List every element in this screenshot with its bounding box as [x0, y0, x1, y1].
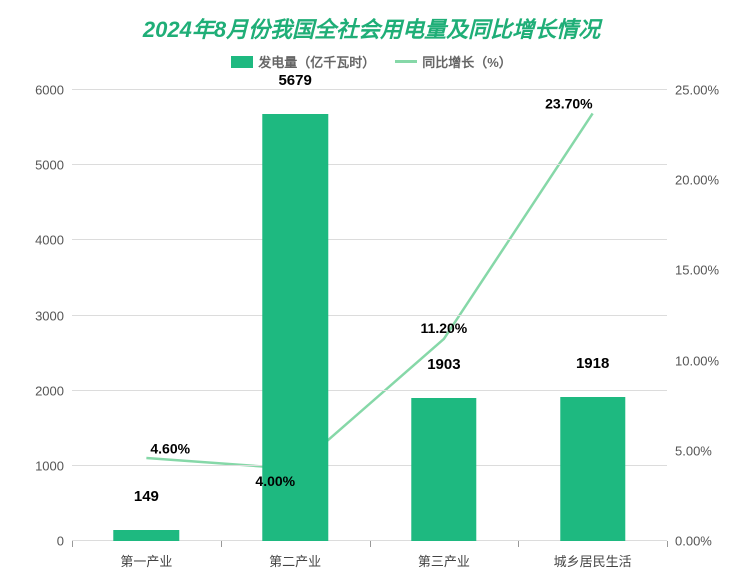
legend-item-line: 同比增长（%）: [395, 52, 512, 71]
gridline: [72, 164, 667, 165]
bar: [560, 397, 625, 541]
y-right-tick-label: 20.00%: [667, 173, 719, 188]
legend-item-bar: 发电量（亿千瓦时）: [231, 52, 375, 71]
gridline: [72, 390, 667, 391]
y-left-tick-label: 5000: [35, 158, 72, 173]
y-left-tick-label: 2000: [35, 383, 72, 398]
bar-value-label: 1918: [576, 355, 609, 376]
y-right-tick-label: 10.00%: [667, 353, 719, 368]
y-right-tick-label: 25.00%: [667, 83, 719, 98]
y-right-tick-label: 5.00%: [667, 443, 712, 458]
chart-title: 2024年8月份我国全社会用电量及同比增长情况: [0, 0, 743, 44]
y-left-tick-label: 0: [57, 534, 72, 549]
x-tick-mark: [370, 541, 371, 547]
x-axis-label: 城乡居民生活: [554, 551, 632, 570]
plot-area: 01000200030004000500060000.00%5.00%10.00…: [72, 90, 667, 541]
legend-line-label: 同比增长（%）: [422, 52, 512, 71]
x-tick-mark: [221, 541, 222, 547]
y-right-tick-label: 15.00%: [667, 263, 719, 278]
line-point-label: 4.60%: [150, 440, 190, 456]
y-left-tick-label: 1000: [35, 458, 72, 473]
y-left-tick-label: 3000: [35, 308, 72, 323]
x-axis-label: 第一产业: [120, 551, 172, 570]
x-tick-mark: [72, 541, 73, 547]
x-axis-label: 第二产业: [269, 551, 321, 570]
x-tick-mark: [667, 541, 668, 547]
line-point-label: 23.70%: [545, 96, 592, 112]
bar: [411, 398, 476, 541]
bar-value-label: 5679: [278, 72, 311, 93]
y-right-tick-label: 0.00%: [667, 534, 712, 549]
line-point-label: 4.00%: [255, 473, 295, 489]
x-tick-mark: [518, 541, 519, 547]
gridline: [72, 239, 667, 240]
gridline: [72, 89, 667, 90]
bar-value-label: 1903: [427, 356, 460, 377]
y-left-tick-label: 4000: [35, 233, 72, 248]
bar-value-label: 149: [134, 488, 159, 509]
legend-swatch-bar: [231, 56, 253, 68]
chart-area: 0 1000 2000 3000 4000 5000 6000 0.00% 5.00% 10.00…: [0, 80, 743, 579]
bar: [114, 530, 179, 541]
growth-line: [146, 113, 592, 468]
legend-bar-label: 发电量（亿千瓦时）: [258, 52, 375, 71]
y-left-tick-label: 6000: [35, 83, 72, 98]
line-point-label: 11.20%: [421, 320, 468, 336]
legend: 发电量（亿千瓦时） 同比增长（%）: [0, 52, 743, 71]
gridline: [72, 315, 667, 316]
x-axis-label: 第三产业: [418, 551, 470, 570]
legend-swatch-line: [395, 60, 417, 63]
